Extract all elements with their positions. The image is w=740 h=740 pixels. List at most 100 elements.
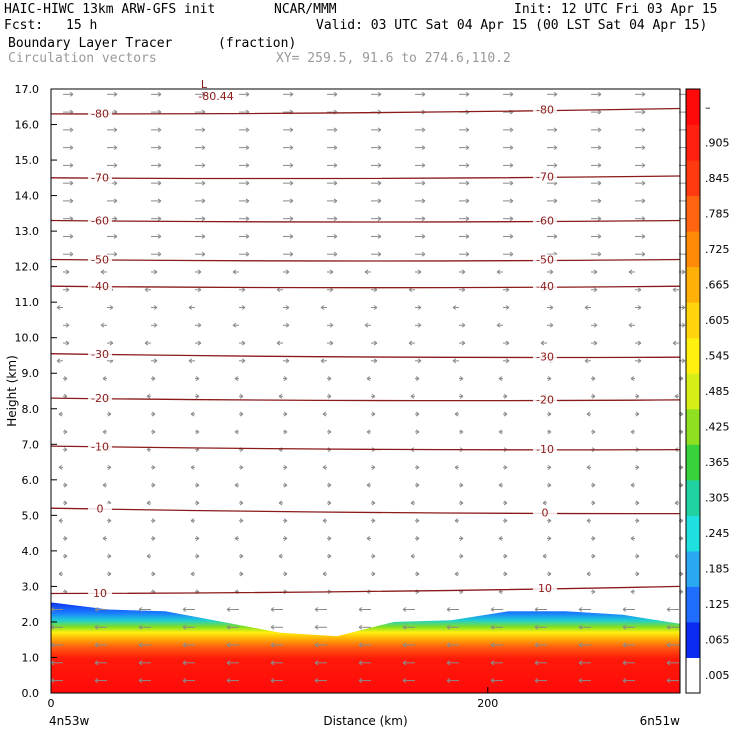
vector-arrowhead [69,91,74,97]
vector-arrowhead [459,429,464,435]
vector-arrowhead [641,109,646,115]
tracer-fill [51,602,680,693]
vector-arrowhead [540,340,545,346]
vector-arrowhead [63,429,68,435]
vector-arrowhead [553,91,558,97]
vector-arrowhead [197,287,202,293]
vector-arrowhead [63,500,68,506]
vector-arrowhead [201,162,206,168]
contour-label-bg [88,441,112,453]
y-tick-label: 8.0 [22,403,40,416]
vector-arrowhead [69,234,74,239]
minimum-symbol: L [201,78,208,91]
vector-arrowhead [270,678,275,683]
contour-label-bg [533,351,557,363]
y-tick-label: 0.0 [22,687,40,700]
vector-arrowhead [278,500,283,506]
vector-arrowhead [201,145,206,151]
vector-arrowhead [505,340,510,346]
vector-arrowhead [157,127,162,133]
vector-arrowhead [113,234,118,239]
vector-arrowhead [138,678,143,683]
vector-arrowhead [498,482,503,488]
vector-arrowhead [415,571,420,577]
colorbar-label: .485 [705,385,730,398]
contour-label-bg [88,108,112,120]
vector-arrowhead [239,518,244,524]
vector-arrowhead [402,660,407,666]
vector-arrowhead [234,376,239,381]
vector-arrowhead [402,642,407,648]
vector-arrowhead [410,553,415,559]
vector-arrowhead [421,198,426,204]
colorbar-swatch [686,515,700,552]
vector-arrowhead [672,340,677,346]
x-start-label: 4n53w [49,714,90,728]
vector-arrowhead [553,198,558,204]
contour-label: -50 [91,254,109,267]
vector-arrowhead [109,305,114,310]
contour-label: 10 [93,587,107,600]
minimum-value: -80.44 [198,90,233,103]
vector-arrowhead [421,216,426,222]
vector-arrowhead [630,589,635,595]
vector-arrowhead [421,145,426,151]
vector-arrowhead [322,571,327,577]
vector-arrowhead [666,607,671,612]
vector-arrowhead [201,198,206,204]
y-tick-label: 5.0 [22,509,40,522]
forecast-hour: 15 h [66,18,98,33]
vector-arrowhead [622,624,627,630]
vector-arrowhead [674,553,679,559]
vector-arrowhead [591,393,596,399]
vector-arrowhead [635,571,640,577]
vector-arrowhead [195,536,200,541]
vector-arrowhead [113,180,118,186]
contour-label-bg [533,507,557,519]
vector-arrowhead [377,180,382,186]
vector-arrowhead [635,393,640,399]
vector-arrowhead [542,500,547,506]
vector-arrowhead [239,411,244,417]
vector-arrowhead [465,91,470,97]
vector-arrowhead [465,127,470,133]
vector-arrowhead [107,553,112,559]
vector-arrowhead [245,216,250,222]
vector-arrowhead [597,198,602,204]
vector-arrowhead [402,624,407,630]
vector-arrowhead [666,642,671,648]
vector-arrowhead [327,393,332,399]
vector-arrowhead [234,429,239,435]
contour-line [50,219,681,223]
vector-arrowhead [245,180,250,186]
contour-line [50,585,681,595]
vector-arrowhead [226,642,231,648]
vector-arrowhead [245,251,250,257]
vector-arrowhead [283,518,288,524]
vector-arrowhead [63,553,68,559]
vector-arrowhead [102,429,107,435]
vector-arrowhead [190,518,195,524]
vector-arrowhead [190,464,195,470]
contour-label: -70 [536,170,554,183]
vector-arrowhead [333,216,338,222]
vector-arrowhead [377,145,382,151]
vector-arrowhead [421,234,426,239]
vector-arrowhead [358,607,363,612]
vector-arrowhead [549,305,554,310]
vector-arrowhead [459,536,464,541]
vector-arrowhead [314,607,319,612]
vector-arrowhead [377,251,382,257]
vector-arrowhead [509,251,514,257]
contour-label-bg [533,215,557,227]
vector-arrowhead [201,216,206,222]
vector-arrowhead [195,482,200,488]
vector-arrowhead [641,198,646,204]
vector-arrowhead [283,464,288,470]
vector-arrowhead [65,269,70,275]
vector-arrowhead [641,127,646,133]
vector-arrowhead [597,162,602,168]
vector-arrowhead [283,536,288,541]
vector-arrowhead [505,358,510,364]
colorbar-label: .245 [705,527,730,540]
